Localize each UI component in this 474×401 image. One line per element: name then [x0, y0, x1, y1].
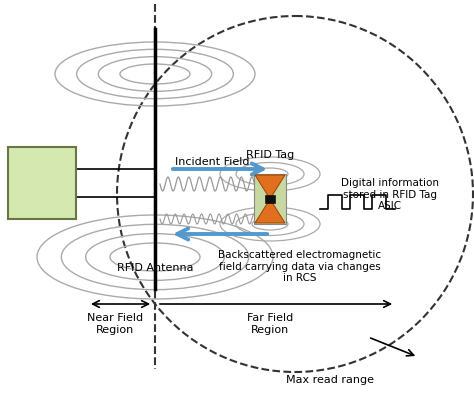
Text: Incident Field: Incident Field [175, 157, 249, 166]
FancyBboxPatch shape [8, 148, 76, 219]
Text: RFID
Reader: RFID Reader [20, 170, 64, 198]
Text: Digital information
stored in RFID Tag
ASIC: Digital information stored in RFID Tag A… [341, 178, 439, 211]
Text: Backscattered electromagnetic
field carrying data via changes
in RCS: Backscattered electromagnetic field carr… [219, 249, 382, 282]
Text: Far Field
Region: Far Field Region [247, 312, 293, 334]
Text: RFID Antenna: RFID Antenna [117, 262, 193, 272]
Bar [265, 196, 275, 203]
Text: Max read range: Max read range [286, 374, 374, 384]
Text: RFID Tag: RFID Tag [246, 150, 294, 160]
Text: Near Field
Region: Near Field Region [87, 312, 143, 334]
Bar [254, 174, 286, 225]
Polygon shape [255, 176, 285, 223]
